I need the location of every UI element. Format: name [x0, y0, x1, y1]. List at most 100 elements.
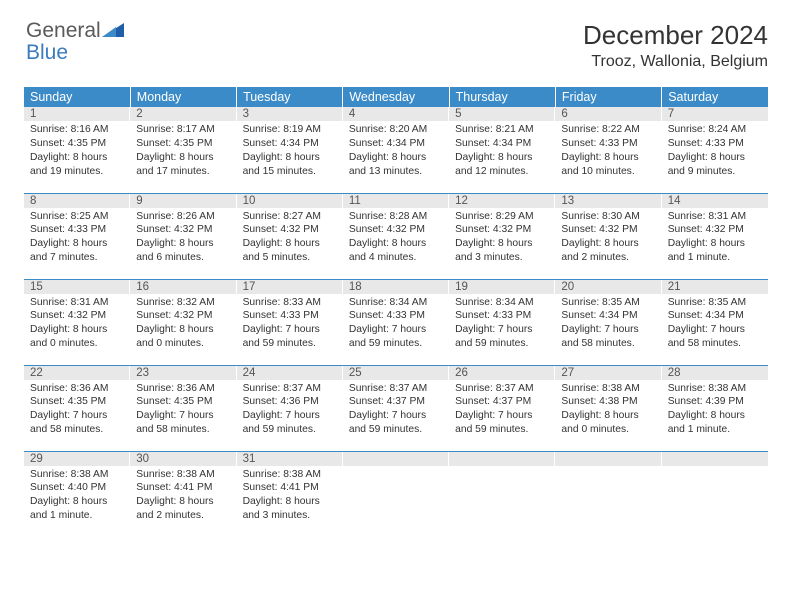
calendar-day-cell: 7Sunrise: 8:24 AMSunset: 4:33 PMDaylight…: [662, 107, 768, 193]
daylight-line1: Daylight: 8 hours: [30, 495, 124, 509]
sunset: Sunset: 4:33 PM: [561, 137, 655, 151]
daylight-line2: and 59 minutes.: [349, 423, 443, 437]
daylight-line1: Daylight: 8 hours: [136, 323, 230, 337]
day-number: 14: [662, 194, 768, 208]
day-number: 22: [24, 366, 130, 380]
day-content: [555, 466, 661, 526]
sunset: Sunset: 4:32 PM: [136, 223, 230, 237]
day-number: 18: [343, 280, 449, 294]
daylight-line2: and 0 minutes.: [136, 337, 230, 351]
calendar-day-cell: [662, 451, 768, 537]
calendar-day-cell: 2Sunrise: 8:17 AMSunset: 4:35 PMDaylight…: [130, 107, 236, 193]
sunrise: Sunrise: 8:22 AM: [561, 123, 655, 137]
day-content: Sunrise: 8:38 AMSunset: 4:40 PMDaylight:…: [24, 466, 130, 528]
daylight-line1: Daylight: 8 hours: [349, 151, 443, 165]
daylight-line2: and 7 minutes.: [30, 251, 124, 265]
day-content: Sunrise: 8:35 AMSunset: 4:34 PMDaylight:…: [555, 294, 661, 356]
calendar-day-cell: 24Sunrise: 8:37 AMSunset: 4:36 PMDayligh…: [237, 365, 343, 451]
calendar-day-cell: 21Sunrise: 8:35 AMSunset: 4:34 PMDayligh…: [662, 279, 768, 365]
calendar-day-cell: 4Sunrise: 8:20 AMSunset: 4:34 PMDaylight…: [343, 107, 449, 193]
sunset: Sunset: 4:32 PM: [243, 223, 337, 237]
sunset: Sunset: 4:32 PM: [30, 309, 124, 323]
day-number: 8: [24, 194, 130, 208]
daylight-line2: and 10 minutes.: [561, 165, 655, 179]
daylight-line2: and 3 minutes.: [243, 509, 337, 523]
daylight-line1: Daylight: 8 hours: [30, 151, 124, 165]
calendar-day-cell: 15Sunrise: 8:31 AMSunset: 4:32 PMDayligh…: [24, 279, 130, 365]
daylight-line1: Daylight: 8 hours: [668, 409, 762, 423]
day-number: 15: [24, 280, 130, 294]
calendar-day-cell: [555, 451, 661, 537]
calendar-day-cell: 17Sunrise: 8:33 AMSunset: 4:33 PMDayligh…: [237, 279, 343, 365]
day-content: Sunrise: 8:37 AMSunset: 4:37 PMDaylight:…: [343, 380, 449, 442]
calendar-day-cell: 13Sunrise: 8:30 AMSunset: 4:32 PMDayligh…: [555, 193, 661, 279]
daylight-line1: Daylight: 7 hours: [349, 323, 443, 337]
daylight-line1: Daylight: 8 hours: [136, 495, 230, 509]
day-number: 16: [130, 280, 236, 294]
sunrise: Sunrise: 8:16 AM: [30, 123, 124, 137]
calendar-week-row: 1Sunrise: 8:16 AMSunset: 4:35 PMDaylight…: [24, 107, 768, 193]
calendar-day-cell: 1Sunrise: 8:16 AMSunset: 4:35 PMDaylight…: [24, 107, 130, 193]
calendar-day-cell: 6Sunrise: 8:22 AMSunset: 4:33 PMDaylight…: [555, 107, 661, 193]
daylight-line1: Daylight: 8 hours: [455, 237, 549, 251]
header: General Blue December 2024 Trooz, Wallon…: [24, 20, 768, 71]
day-content: Sunrise: 8:37 AMSunset: 4:37 PMDaylight:…: [449, 380, 555, 442]
sunset: Sunset: 4:41 PM: [136, 481, 230, 495]
daylight-line2: and 6 minutes.: [136, 251, 230, 265]
calendar-day-cell: 9Sunrise: 8:26 AMSunset: 4:32 PMDaylight…: [130, 193, 236, 279]
calendar-day-cell: 16Sunrise: 8:32 AMSunset: 4:32 PMDayligh…: [130, 279, 236, 365]
page-title: December 2024: [583, 20, 768, 51]
daylight-line2: and 59 minutes.: [243, 337, 337, 351]
sunrise: Sunrise: 8:38 AM: [136, 468, 230, 482]
day-number: 21: [662, 280, 768, 294]
daylight-line2: and 9 minutes.: [668, 165, 762, 179]
sunset: Sunset: 4:35 PM: [136, 395, 230, 409]
calendar-day-cell: 8Sunrise: 8:25 AMSunset: 4:33 PMDaylight…: [24, 193, 130, 279]
daylight-line1: Daylight: 7 hours: [455, 323, 549, 337]
sunset: Sunset: 4:41 PM: [243, 481, 337, 495]
day-number: 10: [237, 194, 343, 208]
day-number: 25: [343, 366, 449, 380]
sunset: Sunset: 4:32 PM: [136, 309, 230, 323]
day-content: Sunrise: 8:36 AMSunset: 4:35 PMDaylight:…: [24, 380, 130, 442]
calendar-day-cell: 25Sunrise: 8:37 AMSunset: 4:37 PMDayligh…: [343, 365, 449, 451]
sunset: Sunset: 4:40 PM: [30, 481, 124, 495]
daylight-line2: and 2 minutes.: [561, 251, 655, 265]
day-content: Sunrise: 8:19 AMSunset: 4:34 PMDaylight:…: [237, 121, 343, 183]
daylight-line1: Daylight: 7 hours: [561, 323, 655, 337]
day-content: Sunrise: 8:27 AMSunset: 4:32 PMDaylight:…: [237, 208, 343, 270]
day-number: 3: [237, 107, 343, 121]
daylight-line1: Daylight: 8 hours: [136, 237, 230, 251]
daylight-line2: and 15 minutes.: [243, 165, 337, 179]
sunrise: Sunrise: 8:30 AM: [561, 210, 655, 224]
day-content: [449, 466, 555, 526]
calendar-day-cell: 5Sunrise: 8:21 AMSunset: 4:34 PMDaylight…: [449, 107, 555, 193]
daylight-line2: and 59 minutes.: [349, 337, 443, 351]
day-number: 2: [130, 107, 236, 121]
daylight-line2: and 58 minutes.: [30, 423, 124, 437]
calendar-table: Sunday Monday Tuesday Wednesday Thursday…: [24, 87, 768, 537]
calendar-day-cell: 29Sunrise: 8:38 AMSunset: 4:40 PMDayligh…: [24, 451, 130, 537]
sunrise: Sunrise: 8:20 AM: [349, 123, 443, 137]
day-content: Sunrise: 8:21 AMSunset: 4:34 PMDaylight:…: [449, 121, 555, 183]
daylight-line1: Daylight: 8 hours: [561, 151, 655, 165]
calendar-day-cell: 30 Sunrise: 8:38 AMSunset: 4:41 PMDayligh…: [130, 451, 236, 537]
day-content: Sunrise: 8:38 AMSunset: 4:38 PMDaylight:…: [555, 380, 661, 442]
daylight-line2: and 3 minutes.: [455, 251, 549, 265]
daylight-line1: Daylight: 8 hours: [455, 151, 549, 165]
day-number: 5: [449, 107, 555, 121]
sunset: Sunset: 4:35 PM: [136, 137, 230, 151]
calendar-body: 1Sunrise: 8:16 AMSunset: 4:35 PMDaylight…: [24, 107, 768, 537]
calendar-day-cell: 20Sunrise: 8:35 AMSunset: 4:34 PMDayligh…: [555, 279, 661, 365]
sunset: Sunset: 4:32 PM: [455, 223, 549, 237]
day-content: [343, 466, 449, 526]
day-number: [449, 452, 555, 466]
calendar-day-cell: 10Sunrise: 8:27 AMSunset: 4:32 PMDayligh…: [237, 193, 343, 279]
sunrise: Sunrise: 8:19 AM: [243, 123, 337, 137]
daylight-line1: Daylight: 7 hours: [668, 323, 762, 337]
calendar-day-cell: 18Sunrise: 8:34 AMSunset: 4:33 PMDayligh…: [343, 279, 449, 365]
weekday-header: Thursday: [449, 87, 555, 107]
day-number: 30: [130, 452, 236, 466]
sunrise: Sunrise: 8:35 AM: [561, 296, 655, 310]
sunset: Sunset: 4:33 PM: [455, 309, 549, 323]
